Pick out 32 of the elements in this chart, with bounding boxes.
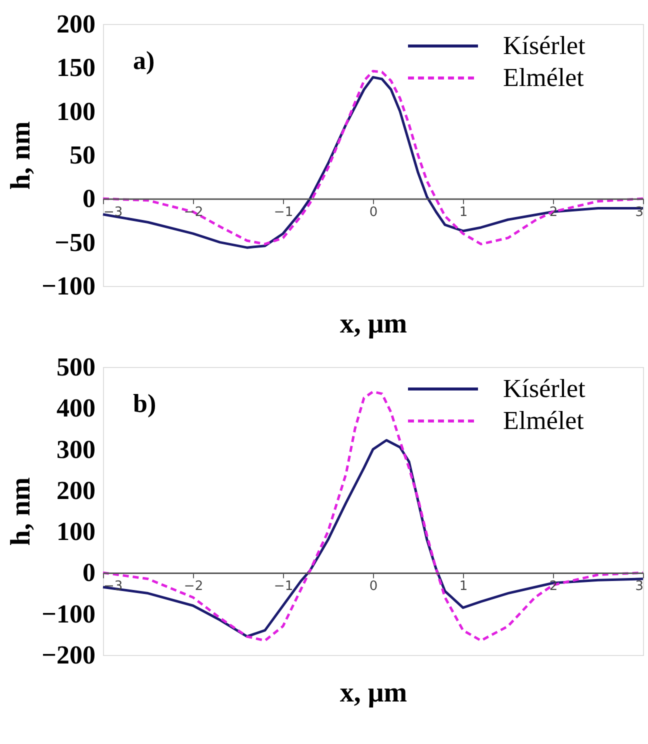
x-tick-label: 3 [635, 579, 644, 594]
annotation: b) [133, 389, 156, 418]
y-tick-label: 200 [56, 476, 96, 505]
y-tick-label: 400 [56, 394, 96, 423]
y-tick-label: −50 [54, 228, 96, 257]
y-tick-label: 150 [56, 53, 96, 82]
legend-label: Elmélet [503, 63, 585, 92]
y-tick-label: −100 [42, 599, 96, 628]
y-tick-label: 100 [56, 517, 96, 546]
y-tick-label: −100 [42, 272, 96, 300]
y-tick-label: −200 [42, 640, 96, 670]
y-tick-label: 200 [56, 10, 96, 38]
x-tick-label: −1 [274, 579, 294, 594]
x-tick-label: 1 [459, 205, 468, 220]
y-tick-label: 50 [70, 140, 96, 170]
legend-label: Elmélet [503, 406, 585, 435]
y-tick-label: 500 [56, 352, 96, 382]
x-tick-label: 1 [459, 579, 468, 594]
y-tick-label: 300 [56, 434, 96, 464]
y-tick-label: 100 [56, 96, 96, 126]
y-axis-title: h, nm [6, 477, 37, 546]
x-tick-label: −2 [184, 579, 204, 594]
x-tick-label: 3 [635, 205, 644, 220]
y-axis-title: h, nm [6, 121, 37, 190]
x-tick-label: −1 [274, 205, 294, 220]
annotation: a) [133, 46, 155, 75]
x-axis-title: x, μm [340, 308, 408, 340]
legend-label: Kísérlet [503, 31, 586, 60]
legend-label: Kísérlet [503, 374, 586, 403]
x-axis-title: x, μm [340, 678, 408, 708]
x-tick-label: 0 [369, 205, 378, 220]
x-tick-label: 0 [369, 579, 378, 594]
